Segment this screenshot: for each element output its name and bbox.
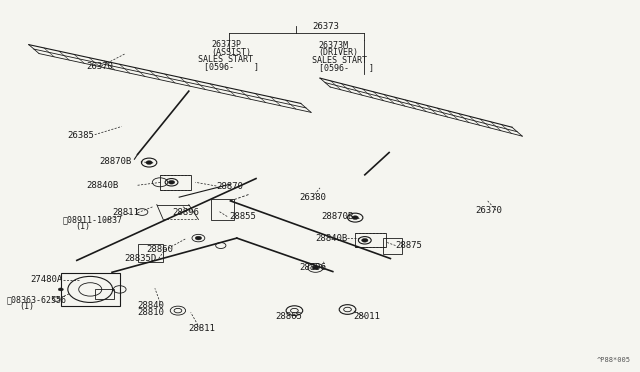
Circle shape bbox=[312, 266, 319, 270]
Circle shape bbox=[168, 180, 175, 184]
Text: 26373M: 26373M bbox=[319, 41, 349, 50]
Text: 28011: 28011 bbox=[353, 312, 380, 321]
Text: (1): (1) bbox=[76, 222, 90, 231]
Text: 26385: 26385 bbox=[67, 131, 94, 140]
Circle shape bbox=[362, 238, 368, 242]
Text: ⓝ08911-10837: ⓝ08911-10837 bbox=[63, 216, 123, 225]
Text: 28840B: 28840B bbox=[86, 182, 118, 190]
Text: 26380: 26380 bbox=[300, 193, 326, 202]
Bar bbox=[355, 233, 386, 247]
Circle shape bbox=[195, 236, 202, 240]
Text: 28865: 28865 bbox=[275, 312, 302, 321]
Text: ^P88*005: ^P88*005 bbox=[596, 357, 630, 363]
Text: 28811: 28811 bbox=[189, 324, 216, 333]
Circle shape bbox=[146, 161, 152, 164]
Text: (DRIVER): (DRIVER) bbox=[319, 48, 359, 57]
Circle shape bbox=[352, 216, 358, 219]
Text: 28875: 28875 bbox=[396, 241, 422, 250]
Text: 28870B: 28870B bbox=[99, 157, 131, 166]
Text: SALES START: SALES START bbox=[312, 56, 367, 65]
Bar bbox=[138, 244, 163, 262]
Text: 27480A: 27480A bbox=[31, 275, 63, 284]
Text: Ⓢ08363-62556: Ⓢ08363-62556 bbox=[6, 295, 67, 304]
Text: 28835D: 28835D bbox=[125, 254, 157, 263]
Text: 28840B: 28840B bbox=[315, 234, 347, 243]
Text: 26370: 26370 bbox=[475, 206, 502, 215]
Text: SALES START: SALES START bbox=[198, 55, 253, 64]
Bar bbox=[61, 273, 120, 306]
Text: 26370: 26370 bbox=[86, 62, 113, 71]
Text: (1): (1) bbox=[19, 302, 34, 311]
Text: 26373P: 26373P bbox=[211, 40, 241, 49]
Text: [0596-    ]: [0596- ] bbox=[204, 62, 259, 71]
Text: [0596-    ]: [0596- ] bbox=[319, 63, 374, 72]
Text: 26373: 26373 bbox=[312, 22, 339, 31]
Text: 28810: 28810 bbox=[138, 308, 164, 317]
Bar bbox=[160, 175, 191, 190]
Bar bbox=[383, 238, 402, 254]
Text: 28896: 28896 bbox=[300, 263, 326, 272]
Text: 28870: 28870 bbox=[216, 182, 243, 191]
Text: 28811: 28811 bbox=[112, 208, 139, 217]
Bar bbox=[211, 199, 234, 220]
Text: 28840: 28840 bbox=[138, 301, 164, 310]
Text: 28896: 28896 bbox=[173, 208, 200, 217]
Text: 28855: 28855 bbox=[229, 212, 256, 221]
Bar bbox=[95, 289, 114, 299]
Text: 28860: 28860 bbox=[146, 246, 173, 254]
Circle shape bbox=[58, 288, 63, 291]
Text: (ASSIST): (ASSIST) bbox=[211, 48, 252, 57]
Text: 28870B: 28870B bbox=[321, 212, 353, 221]
